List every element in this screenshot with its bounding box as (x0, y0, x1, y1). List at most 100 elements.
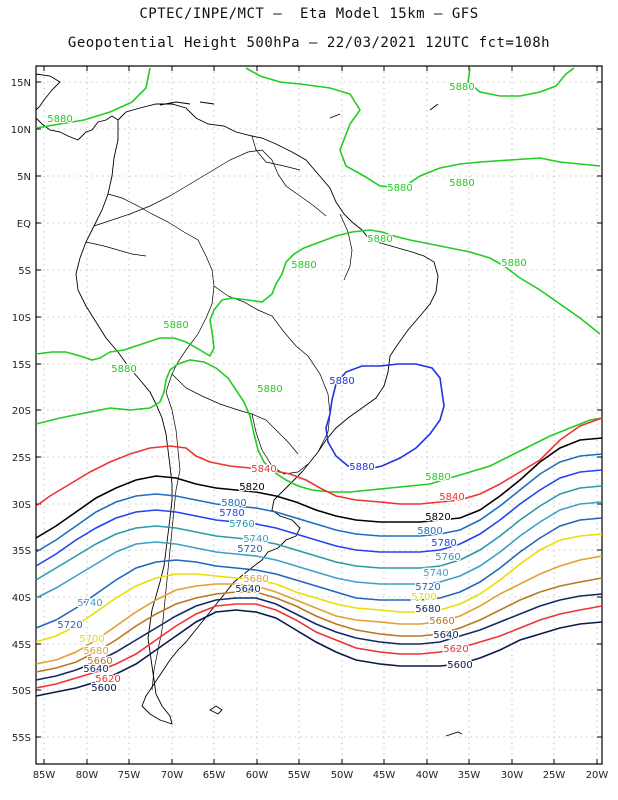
contour-5780 (35, 469, 603, 567)
lat-label: 5N (17, 172, 31, 183)
contour-5880-north (35, 67, 601, 189)
contour-5740 (35, 501, 603, 599)
lat-label: 55S (12, 733, 31, 744)
map-subtitle: Geopotential Height 500hPa – 22/03/2021 … (67, 35, 551, 51)
contour-label: 5660 (87, 656, 112, 667)
map-frame (35, 65, 603, 765)
contour-label: 5600 (447, 660, 472, 671)
lon-label: 35W (458, 770, 481, 781)
contour-label: 5760 (435, 552, 460, 563)
lon-label: 40W (416, 770, 439, 781)
contour-5640 (35, 593, 603, 681)
lat-label: 10N (11, 125, 31, 136)
contour-5820 (35, 437, 603, 539)
contour-label: 5740 (77, 598, 102, 609)
map-title: CPTEC/INPE/MCT – Eta Model 15km – GFS (139, 6, 479, 22)
country-borders (85, 135, 353, 691)
lon-label: 75W (118, 770, 141, 781)
contour-label: 5880 (329, 376, 354, 387)
lat-label: 50S (12, 686, 31, 697)
contour-label: 5880 (387, 183, 412, 194)
longitude-labels: 85W 80W 75W 70W 65W 60W 55W 50W 45W 40W 35W 30W 25W 2… (33, 770, 609, 781)
contour-label: 5880 (257, 384, 282, 395)
contour-labels: 5880 5880 5880 5880 5880 5880 5880 5880 5880 5880… (46, 81, 528, 696)
lat-label: 30S (12, 500, 31, 511)
lat-label: 15S (12, 360, 31, 371)
contour-5880-high (325, 363, 445, 471)
latitude-labels: 15N 10N 5N EQ 5S 10S 15S 20S 25S 30S 35S 40S 45S 50S 5… (11, 78, 31, 744)
lon-label: 80W (76, 770, 99, 781)
lat-label: 25S (12, 453, 31, 464)
contour-label: 5760 (229, 519, 254, 530)
contour-label: 5680 (415, 604, 440, 615)
contour-5660 (35, 577, 603, 673)
lon-label: 30W (501, 770, 524, 781)
contour-label: 5720 (237, 544, 262, 555)
contour-label: 5780 (431, 538, 456, 549)
lon-label: 55W (288, 770, 311, 781)
falkland-islands (209, 705, 223, 715)
contour-lines (35, 67, 603, 697)
lon-label: 60W (246, 770, 269, 781)
contour-label: 5880 (163, 320, 188, 331)
contour-label: 5700 (411, 592, 436, 603)
axis-ticks (36, 66, 602, 764)
contour-label: 5680 (243, 574, 268, 585)
contour-label: 5820 (239, 482, 264, 493)
lat-label: 5S (18, 266, 31, 277)
contour-label: 5700 (79, 634, 104, 645)
contour-label: 5840 (439, 492, 464, 503)
contour-label: 5600 (91, 683, 116, 694)
contour-label: 5620 (443, 644, 468, 655)
lon-label: 50W (331, 770, 354, 781)
contour-label: 5820 (425, 512, 450, 523)
contour-5600 (35, 609, 603, 697)
contour-label: 5880 (111, 364, 136, 375)
contour-5620 (35, 603, 603, 689)
contour-label: 5880 (449, 178, 474, 189)
contour-label: 5780 (219, 508, 244, 519)
contour-label: 5680 (83, 646, 108, 657)
contour-5760 (35, 485, 603, 581)
contour-5880-caribbean (467, 67, 575, 97)
caribbean-islands (159, 101, 439, 119)
contour-5720 (35, 517, 603, 629)
lon-label: 45W (373, 770, 396, 781)
contour-label: 5880 (349, 462, 374, 473)
lon-label: 65W (203, 770, 226, 781)
contour-5800 (35, 453, 603, 553)
contour-label: 5640 (433, 630, 458, 641)
lon-label: 20W (586, 770, 609, 781)
contour-5880-amazon (35, 229, 601, 361)
contour-5700 (35, 533, 603, 643)
contour-label: 5880 (425, 472, 450, 483)
contour-5880-south (35, 359, 603, 493)
lat-label: 45S (12, 640, 31, 651)
lat-label: 20S (12, 406, 31, 417)
contour-5840 (35, 417, 603, 507)
lat-label: 35S (12, 546, 31, 557)
lon-label: 85W (33, 770, 56, 781)
contour-label: 5800 (417, 526, 442, 537)
contour-label: 5740 (423, 568, 448, 579)
contour-label: 5720 (415, 582, 440, 593)
contour-label: 5840 (251, 464, 276, 475)
contour-label: 5640 (83, 664, 108, 675)
contour-label: 5880 (47, 114, 72, 125)
lat-label: 40S (12, 593, 31, 604)
lat-label: EQ (17, 219, 31, 230)
contour-label: 5640 (235, 584, 260, 595)
central-america-outline (35, 73, 119, 141)
lat-label: 15N (11, 78, 31, 89)
contour-label: 5880 (449, 82, 474, 93)
lon-label: 70W (161, 770, 184, 781)
contour-label: 5620 (95, 674, 120, 685)
contour-label: 5740 (243, 534, 268, 545)
contour-label: 5800 (221, 498, 246, 509)
contour-label: 5880 (367, 234, 392, 245)
contour-label: 5880 (291, 260, 316, 271)
contour-label: 5660 (429, 616, 454, 627)
lat-label: 10S (12, 313, 31, 324)
contour-5680 (35, 555, 603, 665)
